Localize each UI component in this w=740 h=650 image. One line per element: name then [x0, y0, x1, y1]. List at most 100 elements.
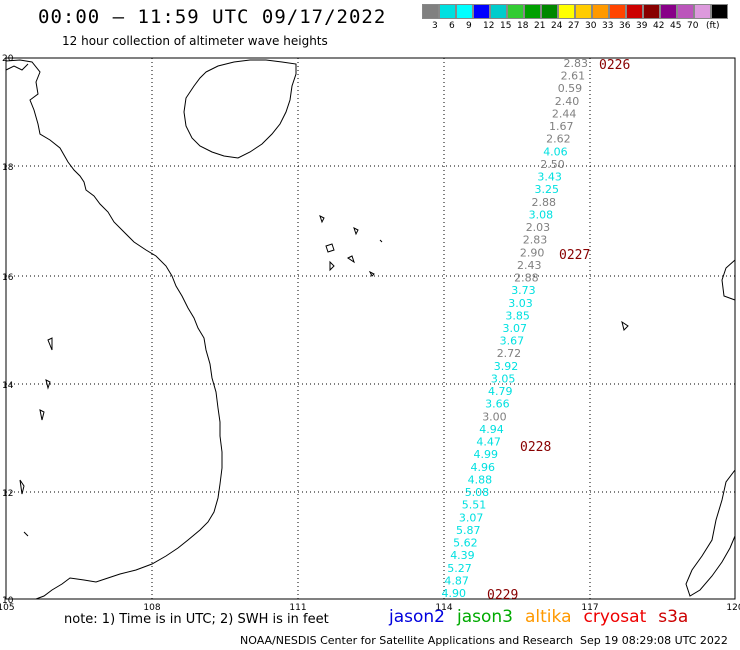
map-subtitle: 12 hour collection of altimeter wave hei… [62, 34, 328, 48]
wave-height-value: 3.03 [508, 297, 533, 310]
scale-swatch [490, 4, 507, 19]
satellite-legend: jason2 jason3 altika cryosat s3a [389, 607, 688, 627]
latitude-label: 16 [2, 273, 14, 283]
wave-height-value: 2.44 [552, 108, 577, 121]
map-frame [5, 57, 736, 600]
wave-height-value: 2.83 [564, 57, 589, 70]
time-label: 0227 [559, 248, 590, 263]
wave-height-value: 4.87 [444, 574, 469, 587]
longitude-label: 120 [726, 603, 740, 613]
scale-swatch [592, 4, 609, 19]
scale-unit: (ft) [706, 21, 720, 31]
scale-swatch [456, 4, 473, 19]
scale-swatch [694, 4, 711, 19]
scale-tick-label: 30 [585, 21, 597, 31]
scale-swatch [439, 4, 456, 19]
satellite-name: altika [525, 607, 572, 627]
coastline-philippines [721, 259, 736, 301]
wave-height-value: 2.72 [497, 347, 522, 360]
wave-height-value: 2.61 [561, 70, 586, 83]
time-label: 0229 [487, 588, 518, 603]
scale-tick-label: 45 [670, 21, 682, 31]
wave-height-value: 2.40 [555, 95, 580, 108]
wave-height-value: 4.06 [543, 145, 568, 158]
map-title: 00:00 – 11:59 UTC 09/17/2022 [38, 6, 387, 28]
scale-swatch [643, 4, 660, 19]
scale-tick-label: 36 [619, 21, 631, 31]
scale-swatch [626, 4, 643, 19]
wave-height-value: 4.94 [479, 423, 504, 436]
color-scale-labels: 3 6 9 12 15 18 21 24 27 30 33 36 39 42 45 70 (ft) [422, 21, 740, 35]
wave-height-color-scale [422, 4, 728, 19]
satellite-name: cryosat [583, 607, 647, 627]
wave-height-value: 3.08 [529, 208, 554, 221]
wave-height-value: 3.92 [494, 360, 519, 373]
coastline-philippines-south [685, 469, 736, 597]
wave-height-value: 3.43 [537, 171, 562, 184]
wave-height-value: 5.51 [462, 499, 487, 512]
satellite-name: jason2 [389, 607, 445, 627]
scale-swatch [524, 4, 541, 19]
credit-line: NOAA/NESDIS Center for Satellite Applica… [240, 634, 574, 647]
scale-tick-label: 3 [432, 21, 438, 31]
wave-height-value: 4.79 [488, 385, 513, 398]
paracel-islands [319, 215, 383, 277]
wave-height-value: 4.47 [476, 436, 501, 449]
wave-height-value: 2.43 [517, 259, 542, 272]
satellite-name: jason3 [457, 607, 513, 627]
wave-height-value: 0.59 [558, 82, 583, 95]
coastline-vietnam [5, 59, 223, 600]
scale-tick-label: 9 [466, 21, 472, 31]
wave-height-value: 3.07 [459, 511, 484, 524]
time-label: 0226 [599, 58, 630, 73]
altimeter-track: 2.832.610.592.402.441.672.624.062.503.43… [442, 57, 631, 603]
longitude-label: 114 [435, 603, 452, 613]
latitude-label: 10 [2, 596, 14, 606]
scale-swatch [473, 4, 490, 19]
scale-swatch [660, 4, 677, 19]
wave-height-value: 3.07 [503, 322, 528, 335]
footer-note: note: 1) Time is in UTC; 2) SWH is in fe… [64, 612, 329, 627]
lat-lon-grid [6, 58, 735, 599]
wave-height-value: 2.62 [546, 133, 571, 146]
scale-tick-label: 6 [449, 21, 455, 31]
wave-height-value: 2.88 [532, 196, 557, 209]
wave-height-value: 5.87 [456, 524, 481, 537]
con-dao-islands [19, 320, 629, 537]
scale-swatch [558, 4, 575, 19]
wave-height-value: 4.90 [442, 587, 467, 600]
wave-height-value: 2.50 [540, 158, 565, 171]
wave-height-value: 3.25 [535, 183, 560, 196]
wave-height-value: 1.67 [549, 120, 574, 133]
wave-height-value: 3.85 [505, 309, 530, 322]
scale-swatch [609, 4, 626, 19]
scale-swatch [507, 4, 524, 19]
scale-tick-label: 24 [551, 21, 563, 31]
wave-height-value: 5.27 [447, 562, 472, 575]
scale-tick-label: 39 [636, 21, 648, 31]
wave-height-value: 4.96 [471, 461, 496, 474]
longitude-label: 105 [0, 603, 15, 613]
longitude-label: 117 [581, 603, 598, 613]
wave-height-value: 5.08 [465, 486, 490, 499]
latitude-label: 14 [2, 381, 14, 391]
scale-swatch [422, 4, 439, 19]
wave-height-value: 3.67 [500, 335, 525, 348]
latitude-label: 12 [2, 489, 13, 499]
wave-height-value: 2.03 [526, 221, 551, 234]
wave-height-value: 3.00 [482, 410, 507, 423]
coastline-north [5, 63, 29, 71]
scale-tick-label: 27 [568, 21, 580, 31]
wave-height-value: 2.83 [523, 234, 548, 247]
latitude-label: 18 [2, 163, 14, 173]
wave-height-value: 4.88 [468, 473, 493, 486]
scale-tick-label: 33 [602, 21, 614, 31]
longitude-label: 108 [143, 603, 160, 613]
satellite-name: s3a [658, 607, 689, 627]
scale-tick-label: 21 [534, 21, 546, 31]
generation-timestamp: Sep 19 08:29:08 UTC 2022 [580, 634, 728, 647]
scale-swatch [541, 4, 558, 19]
scale-tick-label: 12 [483, 21, 495, 31]
scale-tick-label: 18 [517, 21, 529, 31]
